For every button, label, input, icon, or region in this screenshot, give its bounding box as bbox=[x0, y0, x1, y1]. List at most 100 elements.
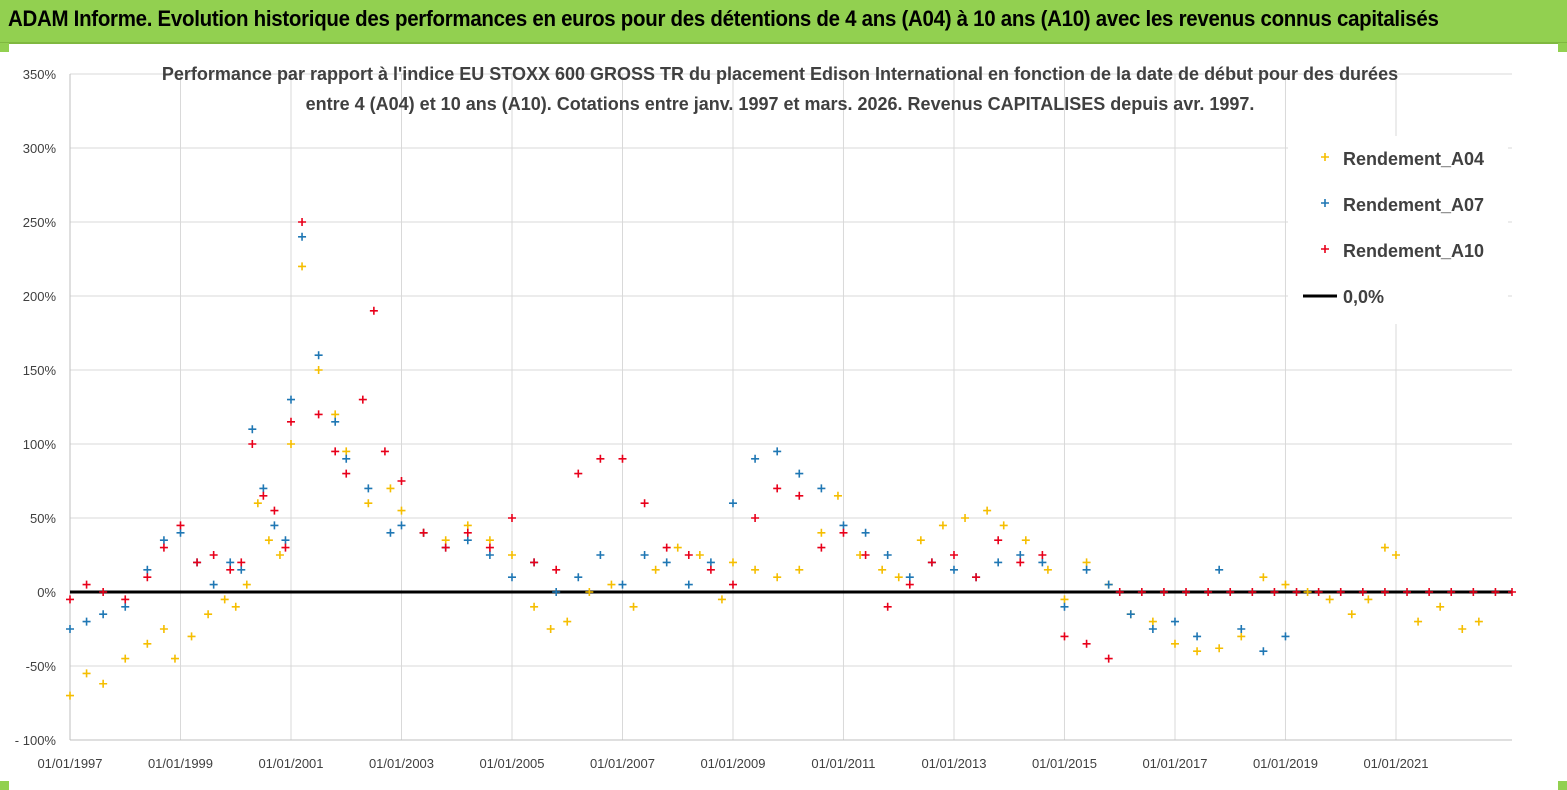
y-tick-label: 200% bbox=[23, 289, 57, 304]
legend: Rendement_A04 Rendement_A07 Rendement_A10 0… bbox=[1288, 136, 1508, 324]
data-point bbox=[1281, 580, 1290, 589]
x-tick-label: 01/01/1999 bbox=[148, 756, 213, 771]
data-point bbox=[927, 558, 936, 567]
data-point bbox=[1182, 588, 1191, 596]
data-point bbox=[1038, 551, 1047, 559]
y-axis-ticks: - 100% -50% 0% 50% 100% 150% 200% 250% 300% 350% bbox=[15, 67, 57, 748]
data-point bbox=[386, 528, 395, 537]
grid bbox=[69, 73, 1512, 741]
y-tick-label: 50% bbox=[30, 511, 56, 526]
data-point bbox=[1159, 588, 1168, 596]
data-point bbox=[1215, 644, 1224, 653]
data-point bbox=[905, 573, 914, 582]
data-point bbox=[331, 447, 340, 456]
data-point bbox=[883, 551, 892, 559]
data-point bbox=[1270, 588, 1279, 596]
data-point bbox=[574, 573, 583, 582]
data-point bbox=[298, 218, 307, 226]
data-point bbox=[286, 395, 295, 404]
data-point bbox=[1137, 588, 1146, 596]
data-point bbox=[994, 536, 1003, 545]
data-point bbox=[949, 565, 958, 574]
data-point bbox=[441, 536, 450, 545]
data-point bbox=[270, 506, 279, 515]
x-tick-label: 01/01/2001 bbox=[258, 756, 323, 771]
data-point bbox=[530, 558, 539, 567]
data-point bbox=[651, 565, 660, 574]
data-point bbox=[817, 484, 826, 493]
data-point bbox=[1104, 654, 1113, 663]
series-rendement-a10 bbox=[66, 218, 1516, 663]
chart-title-line1: Performance par rapport à l'indice EU ST… bbox=[162, 64, 1398, 84]
data-point bbox=[1021, 536, 1030, 545]
data-point bbox=[507, 573, 516, 582]
data-point bbox=[728, 580, 737, 589]
data-point bbox=[99, 679, 108, 688]
data-point bbox=[231, 602, 240, 611]
data-point bbox=[386, 484, 395, 493]
data-point bbox=[961, 514, 970, 522]
corner-marker-top-left bbox=[0, 43, 9, 52]
legend-plus-marker bbox=[1321, 199, 1329, 207]
banner-title: ADAM Informe. Evolution historique des p… bbox=[8, 6, 1439, 31]
data-point bbox=[187, 632, 196, 641]
data-point bbox=[397, 477, 406, 485]
data-point bbox=[419, 528, 428, 537]
data-point bbox=[159, 536, 168, 545]
data-point bbox=[1226, 588, 1235, 596]
data-point bbox=[839, 521, 848, 530]
data-point bbox=[1082, 639, 1091, 648]
data-point bbox=[121, 595, 130, 604]
data-point bbox=[717, 595, 726, 604]
data-point bbox=[1237, 625, 1246, 633]
x-axis-ticks: 01/01/1997 01/01/1999 01/01/2001 01/01/2003… bbox=[37, 756, 1428, 771]
data-point bbox=[751, 454, 760, 463]
x-tick-label: 01/01/1997 bbox=[37, 756, 102, 771]
y-tick-label: 350% bbox=[23, 67, 57, 82]
data-point bbox=[662, 558, 671, 567]
data-point bbox=[916, 536, 925, 545]
data-point bbox=[883, 602, 892, 611]
data-point bbox=[66, 691, 74, 700]
data-point bbox=[878, 565, 887, 574]
data-point bbox=[706, 565, 715, 574]
data-point bbox=[640, 551, 649, 559]
data-point bbox=[1148, 617, 1157, 626]
data-point bbox=[1126, 610, 1135, 619]
data-point bbox=[1060, 602, 1069, 611]
x-tick-label: 01/01/2017 bbox=[1142, 756, 1207, 771]
data-point bbox=[463, 536, 472, 545]
data-point bbox=[226, 558, 235, 567]
data-point bbox=[485, 536, 494, 545]
data-point bbox=[342, 469, 351, 478]
chart: - 100%-50%0%50%100%150%200%250%300%350% … bbox=[15, 64, 1516, 771]
data-point bbox=[248, 425, 257, 434]
data-point bbox=[1038, 558, 1047, 567]
data-point bbox=[364, 484, 373, 493]
corner-marker-bottom-right bbox=[1558, 781, 1567, 790]
data-point bbox=[331, 417, 340, 426]
x-tick-label: 01/01/2007 bbox=[590, 756, 655, 771]
data-point bbox=[66, 595, 74, 604]
y-tick-label: 300% bbox=[23, 141, 57, 156]
data-point bbox=[314, 410, 323, 419]
data-point bbox=[546, 625, 555, 633]
y-tick-label: - 100% bbox=[15, 733, 57, 748]
data-point bbox=[463, 521, 472, 530]
data-point bbox=[905, 580, 914, 589]
data-point bbox=[1082, 558, 1091, 567]
data-point bbox=[1016, 551, 1025, 559]
data-point bbox=[1325, 595, 1334, 604]
data-point bbox=[364, 499, 373, 508]
data-point bbox=[552, 565, 561, 574]
data-point bbox=[773, 484, 782, 493]
x-tick-label: 01/01/2015 bbox=[1032, 756, 1097, 771]
data-point bbox=[463, 528, 472, 537]
data-point bbox=[618, 454, 627, 463]
data-point bbox=[170, 654, 179, 663]
data-point bbox=[1380, 543, 1389, 552]
data-point bbox=[121, 602, 130, 611]
data-point bbox=[1414, 617, 1423, 626]
data-point bbox=[994, 558, 1003, 567]
data-point bbox=[938, 521, 947, 530]
